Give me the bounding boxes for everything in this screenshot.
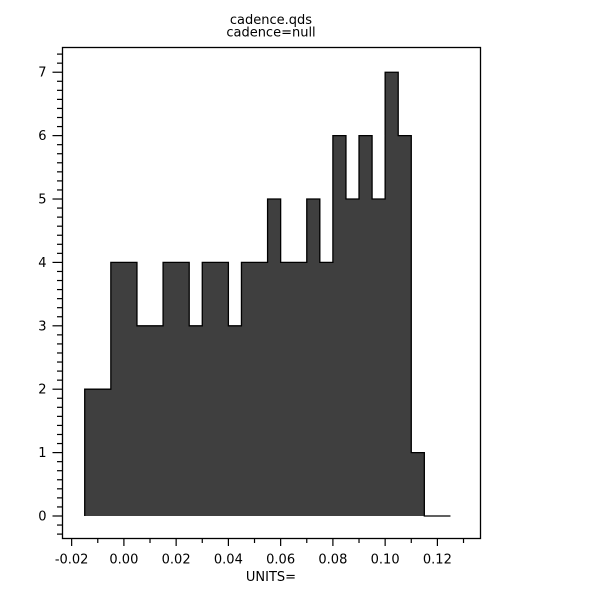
histogram-outline (84, 71, 451, 517)
y-tick-label: 5 (38, 193, 46, 208)
plot-area: -0.02 0.00 0.02 0.04 0.06 0.08 0.10 0.12 0 1 2 3 4 5 6… (38, 53, 465, 568)
x-tick-label: 0.04 (214, 553, 243, 568)
y-tick-label: 3 (38, 319, 46, 334)
y-tick-label: 4 (38, 256, 46, 271)
y-tick-label: 1 (38, 446, 46, 461)
y-tick-label: 6 (38, 129, 46, 144)
y-tick-label: 0 (38, 509, 46, 524)
chart-title: cadence.qds (230, 13, 312, 28)
x-tick-label: 0.06 (266, 553, 295, 568)
x-tick-label: 0.12 (423, 553, 452, 568)
chart-subtitle: cadence=null (226, 26, 315, 41)
histogram-fill (84, 72, 451, 516)
x-axis-label: UNITS= (246, 570, 296, 585)
x-tick-label: -0.02 (55, 553, 89, 568)
x-tick-label: 0.08 (318, 553, 347, 568)
y-tick-label: 2 (38, 383, 46, 398)
x-tick-label: 0.02 (162, 553, 191, 568)
plot-frame (61, 46, 482, 540)
x-tick-label: 0.00 (109, 553, 138, 568)
x-tick-label: 0.10 (371, 553, 400, 568)
y-tick-label: 7 (38, 66, 46, 81)
